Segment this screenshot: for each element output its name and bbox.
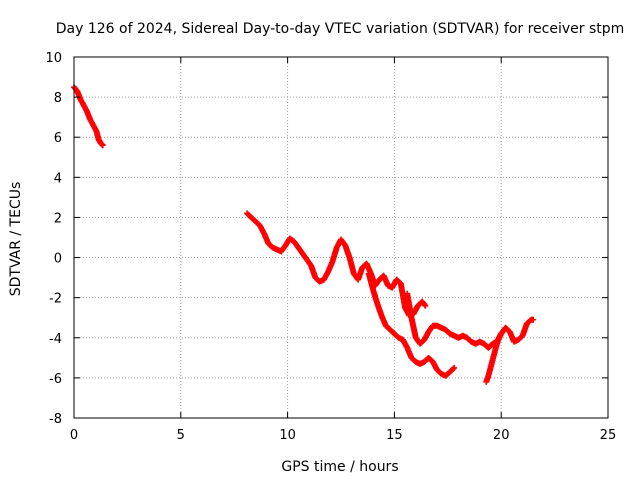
y-tick-label: 4 — [54, 171, 62, 186]
x-tick-label: 5 — [177, 428, 185, 443]
y-tick-label: 6 — [54, 131, 62, 146]
x-tick-label: 20 — [493, 428, 510, 443]
plot-frame — [73, 56, 609, 419]
y-tick-label: 2 — [54, 211, 62, 226]
x-tick-label: 25 — [600, 428, 617, 443]
x-tick-label: 0 — [70, 428, 78, 443]
y-tick-label: -2 — [49, 292, 62, 307]
data-point — [421, 301, 428, 308]
y-tick-label: 0 — [54, 252, 62, 267]
x-tick-label: 15 — [386, 428, 403, 443]
y-axis-label: SDTVAR / TECUs — [8, 182, 24, 297]
y-tick-label: 10 — [45, 51, 62, 66]
data-point — [99, 142, 106, 149]
x-tick-label: 10 — [279, 428, 296, 443]
data-point — [498, 330, 505, 337]
data-series — [71, 84, 537, 385]
x-axis-label: GPS time / hours — [281, 459, 398, 475]
axis-ticks: 0 5 10 15 20 25 -8 -6 -4 -2 0 2 4 6 8 10 — [45, 51, 616, 443]
data-point — [530, 316, 537, 323]
y-tick-label: 8 — [54, 91, 62, 106]
y-tick-label: -4 — [49, 332, 62, 347]
data-point — [422, 302, 429, 309]
data-point — [450, 365, 457, 372]
data-point — [451, 364, 458, 371]
y-tick-label: -6 — [49, 372, 62, 387]
y-tick-label: -8 — [49, 412, 62, 427]
chart-title: Day 126 of 2024, Sidereal Day-to-day VTE… — [56, 21, 625, 37]
